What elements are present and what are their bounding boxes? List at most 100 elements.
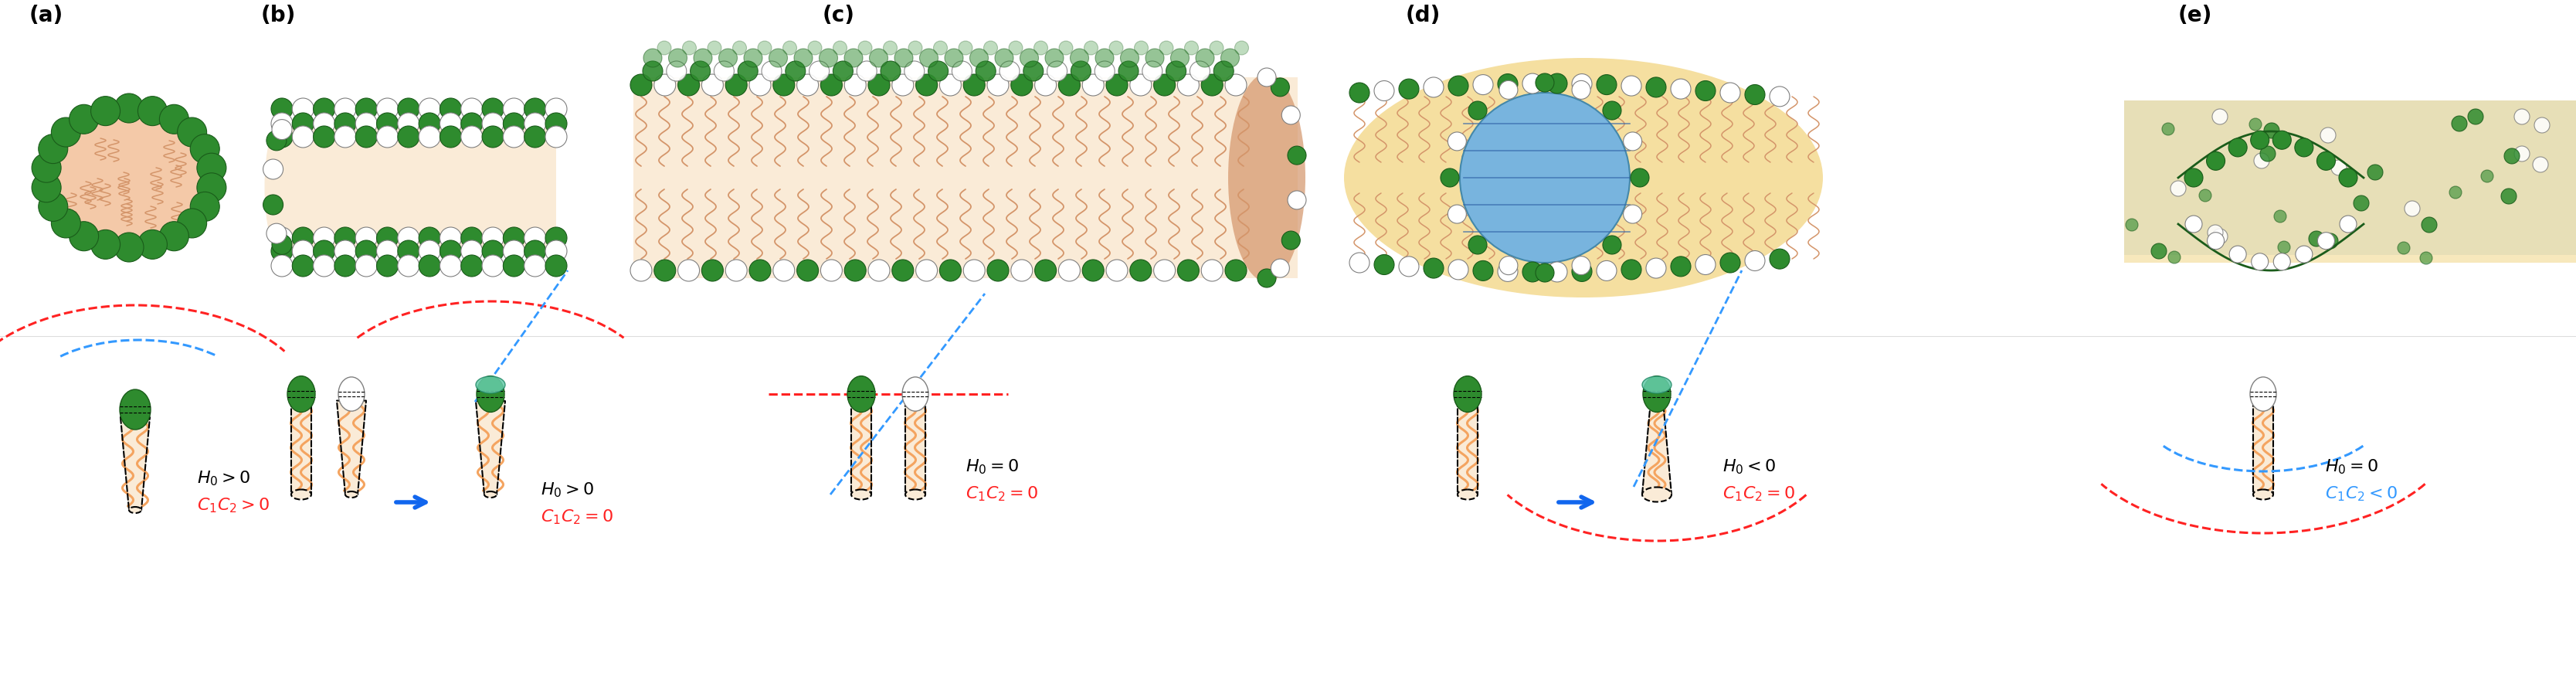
Circle shape [2421, 217, 2437, 233]
Circle shape [482, 227, 505, 249]
Circle shape [1672, 79, 1690, 99]
Circle shape [1131, 260, 1151, 281]
Circle shape [263, 194, 283, 215]
Circle shape [1159, 41, 1172, 55]
Circle shape [314, 113, 335, 135]
Circle shape [273, 234, 291, 254]
Circle shape [1623, 205, 1641, 223]
Circle shape [526, 98, 546, 120]
Circle shape [1721, 252, 1741, 273]
Circle shape [809, 61, 829, 81]
Circle shape [2161, 123, 2174, 135]
Circle shape [917, 260, 938, 281]
Circle shape [744, 48, 762, 67]
Circle shape [809, 41, 822, 55]
Circle shape [502, 227, 526, 249]
Circle shape [1468, 101, 1486, 120]
Circle shape [1373, 81, 1394, 101]
Polygon shape [904, 400, 925, 495]
Circle shape [1646, 77, 1667, 98]
Circle shape [641, 61, 662, 81]
Circle shape [482, 126, 505, 147]
Circle shape [420, 113, 440, 135]
Circle shape [1069, 48, 1090, 67]
Circle shape [2316, 151, 2336, 170]
Circle shape [461, 227, 482, 249]
Circle shape [1620, 260, 1641, 280]
Text: (b): (b) [260, 5, 296, 26]
Circle shape [191, 134, 219, 164]
Circle shape [2339, 168, 2357, 187]
Circle shape [832, 61, 853, 81]
Circle shape [1770, 249, 1790, 269]
Circle shape [461, 255, 482, 277]
Ellipse shape [1641, 376, 1672, 393]
Circle shape [1131, 74, 1151, 96]
Circle shape [845, 74, 866, 96]
Circle shape [958, 41, 974, 55]
Polygon shape [1641, 401, 1672, 495]
Circle shape [1597, 75, 1618, 95]
Circle shape [858, 41, 873, 55]
Circle shape [750, 74, 770, 96]
Text: $C_1C_2 = 0$: $C_1C_2 = 0$ [966, 485, 1038, 503]
Circle shape [1425, 258, 1443, 278]
Circle shape [1226, 74, 1247, 96]
Circle shape [270, 240, 294, 262]
Circle shape [2259, 146, 2275, 162]
Circle shape [1154, 260, 1175, 281]
Circle shape [355, 240, 376, 262]
Circle shape [1499, 256, 1517, 275]
Circle shape [2321, 127, 2336, 143]
Circle shape [701, 260, 724, 281]
Circle shape [1461, 93, 1631, 262]
Circle shape [1548, 262, 1566, 282]
Ellipse shape [337, 377, 366, 411]
Circle shape [546, 126, 567, 147]
Circle shape [2275, 210, 2287, 223]
Circle shape [291, 126, 314, 147]
Polygon shape [2254, 400, 2272, 495]
Circle shape [39, 192, 67, 221]
Circle shape [1473, 260, 1494, 281]
Circle shape [1221, 48, 1239, 67]
Circle shape [113, 233, 144, 262]
Ellipse shape [289, 376, 314, 412]
Circle shape [796, 74, 819, 96]
Polygon shape [337, 400, 366, 495]
Circle shape [868, 74, 889, 96]
Circle shape [355, 113, 376, 135]
Circle shape [526, 255, 546, 277]
Circle shape [1522, 262, 1543, 282]
Circle shape [1631, 168, 1649, 187]
Circle shape [1448, 132, 1466, 151]
Circle shape [762, 61, 781, 81]
Polygon shape [2125, 100, 2576, 255]
Circle shape [1234, 41, 1249, 55]
Circle shape [909, 41, 922, 55]
Circle shape [2277, 241, 2290, 254]
Circle shape [2172, 181, 2187, 197]
Circle shape [335, 240, 355, 262]
Circle shape [1105, 260, 1128, 281]
Circle shape [1020, 48, 1038, 67]
Circle shape [335, 126, 355, 147]
Polygon shape [291, 401, 312, 495]
Circle shape [397, 255, 420, 277]
Circle shape [420, 240, 440, 262]
Circle shape [291, 227, 314, 249]
Circle shape [1672, 256, 1690, 277]
Circle shape [891, 74, 914, 96]
Circle shape [884, 41, 896, 55]
Circle shape [1059, 74, 1079, 96]
Circle shape [963, 74, 984, 96]
Circle shape [2251, 253, 2269, 271]
Circle shape [191, 192, 219, 221]
Circle shape [2272, 131, 2290, 149]
Circle shape [2295, 138, 2313, 157]
Circle shape [273, 120, 291, 139]
Circle shape [2308, 231, 2324, 246]
Circle shape [683, 41, 696, 55]
Circle shape [335, 227, 355, 249]
Circle shape [845, 48, 863, 67]
